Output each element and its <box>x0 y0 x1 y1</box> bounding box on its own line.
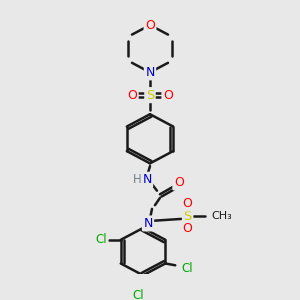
Text: H: H <box>133 173 142 186</box>
Text: N: N <box>142 173 152 186</box>
Text: O: O <box>183 222 193 236</box>
Text: Cl: Cl <box>132 289 144 300</box>
Text: CH₃: CH₃ <box>212 211 232 221</box>
Text: O: O <box>163 88 173 102</box>
Text: N: N <box>143 217 153 230</box>
Text: N: N <box>145 66 155 79</box>
Text: S: S <box>146 88 154 102</box>
Text: O: O <box>145 19 155 32</box>
Text: Cl: Cl <box>182 262 193 275</box>
Text: O: O <box>174 176 184 189</box>
Text: O: O <box>183 197 193 210</box>
Text: S: S <box>184 210 192 223</box>
Text: Cl: Cl <box>95 233 107 246</box>
Text: O: O <box>127 88 137 102</box>
